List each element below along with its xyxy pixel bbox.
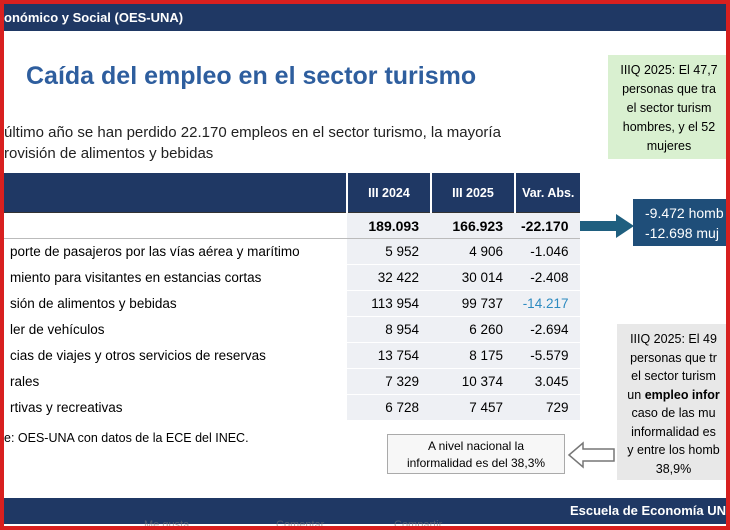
note-line: personas que tr <box>630 350 717 365</box>
number-cell: 3.045 <box>515 368 581 395</box>
note-line: el sector turism <box>631 369 716 383</box>
number-cell: 8 954 <box>347 316 431 343</box>
label-cell: cias de viajes y otros servicios de rese… <box>4 342 347 369</box>
number-cell: 13 754 <box>347 342 431 369</box>
number-cell: 10 374 <box>431 368 515 395</box>
note-line: informalidad es <box>631 424 716 439</box>
number-cell: 6 260 <box>431 316 515 343</box>
note-bold: empleo infor <box>644 387 720 402</box>
number-cell: 4 906 <box>431 238 515 265</box>
note-line: A nivel nacional la <box>427 439 525 453</box>
top-bar: onómico y Social (OES-UNA) <box>4 4 726 31</box>
source: e: OES-UNA con datos de la ECE del INEC. <box>4 431 249 445</box>
top-bar-text: onómico y Social (OES-UNA) <box>4 10 184 25</box>
total-row: 189.093 166.923 -22.170 <box>4 212 581 239</box>
note-line: personas que tra <box>622 82 716 96</box>
note-line: y entre los homb <box>627 443 720 457</box>
note-line: un empleo infor <box>617 386 726 405</box>
comment[interactable]: Comentar <box>276 519 325 530</box>
note-line: hombres, y el 52 <box>622 120 716 134</box>
number-cell: 7 457 <box>431 394 515 421</box>
subtitle: último año se han perdido 22.170 empleos… <box>4 124 501 141</box>
label-cell: sión de alimentos y bebidas <box>4 290 347 317</box>
hollow-arrow <box>567 441 615 469</box>
table-row: porte de pasajeros por las vías aérea y … <box>4 238 581 265</box>
header-cell: III 2024 <box>346 173 431 213</box>
arrow-shape <box>567 441 615 469</box>
table-row: rales 7 329 10 374 3.045 <box>4 368 581 395</box>
number-cell: 113 954 <box>347 290 431 317</box>
arrow <box>580 214 634 238</box>
bottom-bar-text: Escuela de Economía UN <box>569 503 726 518</box>
table-row: cias de viajes y otros servicios de rese… <box>4 342 581 369</box>
number-cell: 99 737 <box>431 290 515 317</box>
note-line: IIIQ 2025: El 49 <box>630 332 717 346</box>
arrow-shape <box>580 214 634 238</box>
label-cell: ler de vehículos <box>4 316 347 343</box>
note-text: un <box>627 387 645 402</box>
share[interactable]: Compartir <box>394 519 443 530</box>
subtitle: rovisión de alimentos y bebidas <box>4 145 214 162</box>
label-cell <box>4 212 347 239</box>
number-cell: 166.923 <box>431 212 515 239</box>
number-cell: 189.093 <box>347 212 431 239</box>
bottom-bar: Escuela de Economía UN <box>4 498 726 524</box>
header-cell: Var. Abs. <box>513 173 581 213</box>
blue-note: -9.472 homb -12.698 muj <box>633 199 726 246</box>
number-cell: -14.217 <box>515 290 581 317</box>
green-note: IIIQ 2025: El 47,7 personas que tra el sec… <box>608 55 726 159</box>
number-cell: 6 728 <box>347 394 431 421</box>
note-line: 38,9% <box>655 461 692 476</box>
note-line: -9.472 homb <box>645 205 724 221</box>
label-cell: rtivas y recreativas <box>4 394 347 421</box>
number-cell: -2.694 <box>515 316 581 343</box>
label-cell: miento para visitantes en estancias cort… <box>4 264 347 291</box>
table-row: sión de alimentos y bebidas 113 954 99 737… <box>4 290 581 317</box>
number-cell: 729 <box>515 394 581 421</box>
number-cell: -22.170 <box>515 212 581 239</box>
number-cell: 5 952 <box>347 238 431 265</box>
table-row: rtivas y recreativas 6 728 7 457 729 <box>4 394 581 421</box>
number-cell: 7 329 <box>347 368 431 395</box>
header-cell: III 2025 <box>430 173 515 213</box>
number-cell: -1.046 <box>515 238 581 265</box>
note-line: -12.698 muj <box>645 225 719 241</box>
note-line: IIIQ 2025: El 47,7 <box>620 63 718 77</box>
header-cell <box>4 173 347 213</box>
number-cell: 30 014 <box>431 264 515 291</box>
label-cell: rales <box>4 368 347 395</box>
label-cell: porte de pasajeros por las vías aérea y … <box>4 238 347 265</box>
number-cell: -2.408 <box>515 264 581 291</box>
table-row: ler de vehículos 8 954 6 260 -2.694 <box>4 316 581 343</box>
national-note: A nivel nacional la informalidad es del 3… <box>387 434 565 474</box>
note-line: caso de las mu <box>631 406 716 420</box>
table-row: miento para visitantes en estancias cort… <box>4 264 581 291</box>
number-cell: 32 422 <box>347 264 431 291</box>
like[interactable]: Me gusta <box>144 519 190 530</box>
note-line: informalidad es del 38,3% <box>406 456 546 470</box>
title: Caída del empleo en el sector turismo <box>26 62 477 90</box>
number-cell: -5.579 <box>515 342 581 369</box>
number-cell: 8 175 <box>431 342 515 369</box>
gray-note: IIIQ 2025: El 49 personas que tr el sector… <box>617 324 726 480</box>
note-line: el sector turism <box>626 101 712 115</box>
note-line: mujeres <box>646 139 692 153</box>
table: III 2024 III 2025 Var. Abs. 189.093 166.923-… <box>4 173 581 421</box>
header-row: III 2024 III 2025 Var. Abs. <box>4 173 581 213</box>
